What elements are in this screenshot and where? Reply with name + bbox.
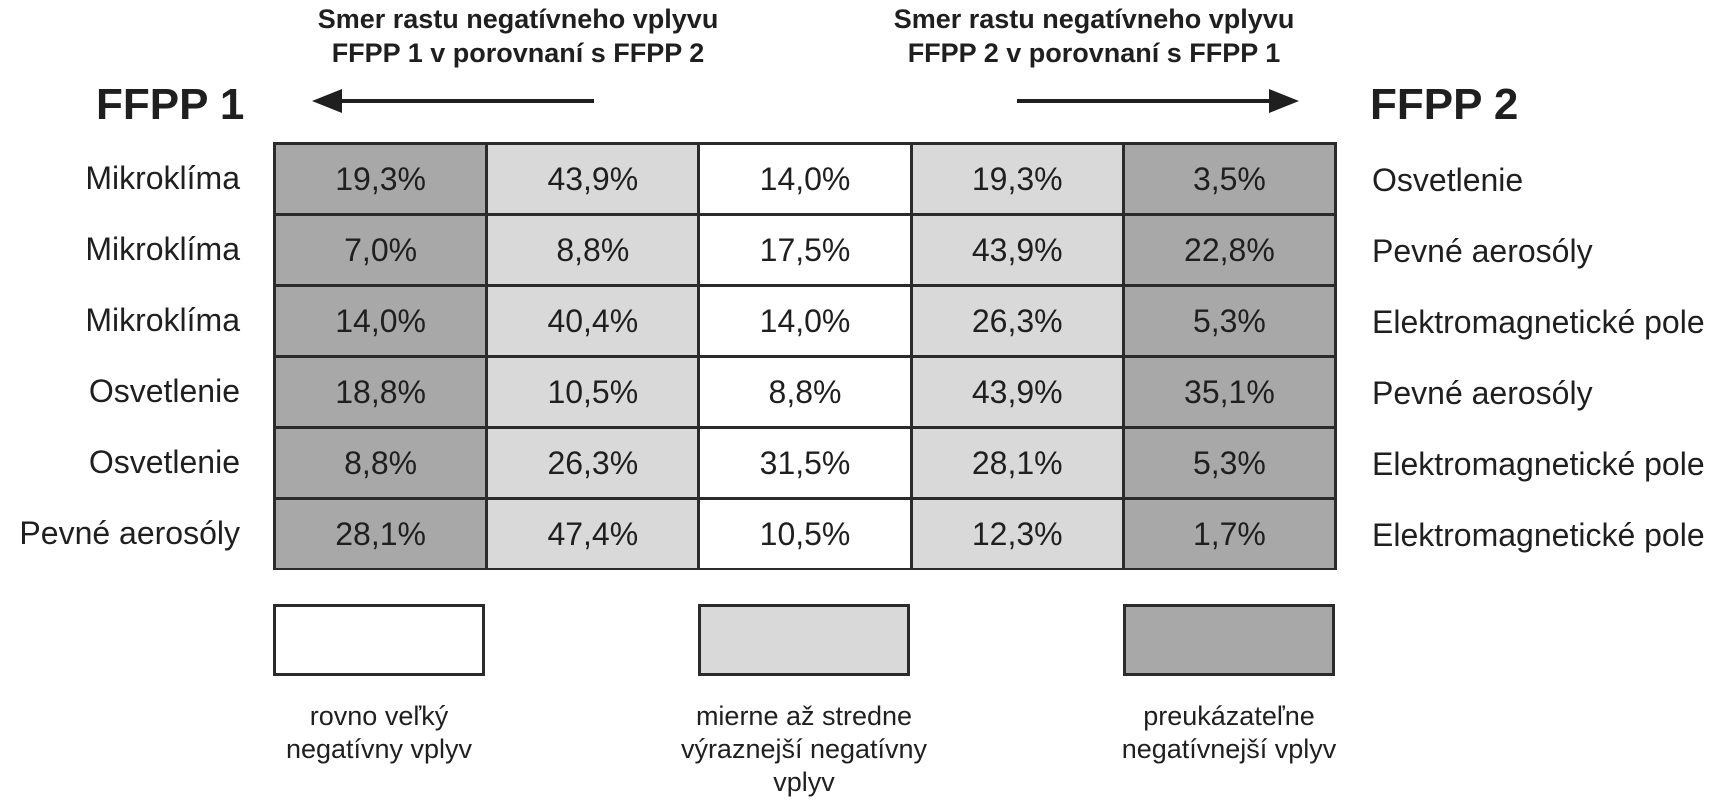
value-cell: 28,1% — [276, 500, 489, 568]
ffpp1-label: FFPP 1 — [96, 80, 245, 129]
legend-label-line: preukázateľne — [1143, 701, 1315, 731]
legend-label: preukázateľne negatívnejší vplyv — [1069, 700, 1389, 766]
value-cell: 14,0% — [276, 287, 489, 355]
row-label-left: Osvetlenie — [88, 373, 240, 409]
legend-label-line: negatívny vplyv — [285, 734, 473, 764]
value-cell: 43,9% — [912, 358, 1125, 426]
value-cell: 17,5% — [700, 216, 913, 284]
value-cell: 28,1% — [912, 429, 1125, 497]
row-label-right: Elektromagnetické pole — [1372, 517, 1705, 553]
right-direction-line-1: Smer rastu negatívneho vplyvu — [893, 4, 1295, 34]
right-arrow-icon — [1017, 89, 1299, 113]
value-cell: 26,3% — [912, 287, 1125, 355]
value-cell: 47,4% — [488, 500, 701, 568]
legend-swatch — [698, 604, 910, 676]
value-cell: 18,8% — [276, 358, 489, 426]
value-cell: 43,9% — [912, 216, 1125, 284]
value-cell: 3,5% — [1124, 145, 1335, 213]
right-direction-heading: Smer rastu negatívneho vplyvu FFPP 2 v p… — [854, 2, 1334, 70]
value-cell: 40,4% — [488, 287, 701, 355]
grid-row: 28,1% 47,4% 10,5% 12,3% 1,7% — [276, 500, 1335, 568]
value-cell: 5,3% — [1124, 429, 1335, 497]
value-cell: 14,0% — [700, 145, 913, 213]
value-cell: 19,3% — [276, 145, 489, 213]
ffpp2-label: FFPP 2 — [1370, 80, 1519, 129]
grid-row: 8,8% 26,3% 31,5% 28,1% 5,3% — [276, 429, 1335, 500]
legend-label: mierne až stredne výraznejší negatívny vpl… — [644, 700, 964, 799]
legend-label-line: rovno veľký — [309, 701, 449, 731]
legend-label-line: vplyv — [773, 767, 835, 797]
value-cell: 43,9% — [488, 145, 701, 213]
left-direction-heading: Smer rastu negatívneho vplyvu FFPP 1 v p… — [278, 2, 758, 70]
row-label-right: Pevné aerosóly — [1372, 375, 1593, 411]
value-cell: 8,8% — [700, 358, 913, 426]
left-direction-line-2: FFPP 1 v porovnaní s FFPP 2 — [331, 38, 705, 68]
row-label-left: Pevné aerosóly — [19, 515, 240, 551]
legend-label-line: negatívnejší vplyv — [1121, 734, 1337, 764]
value-cell: 1,7% — [1124, 500, 1335, 568]
legend-label-line: výraznejší negatívny — [680, 734, 928, 764]
row-label-right: Elektromagnetické pole — [1372, 446, 1705, 482]
row-label-right: Osvetlenie — [1372, 162, 1524, 198]
value-cell: 35,1% — [1124, 358, 1335, 426]
row-label-left: Osvetlenie — [88, 444, 240, 480]
row-label-left: Mikroklíma — [85, 302, 240, 338]
right-direction-line-2: FFPP 2 v porovnaní s FFPP 1 — [907, 38, 1281, 68]
grid-row: 7,0% 8,8% 17,5% 43,9% 22,8% — [276, 216, 1335, 287]
left-direction-line-1: Smer rastu negatívneho vplyvu — [317, 4, 719, 34]
value-cell: 10,5% — [488, 358, 701, 426]
left-arrow-icon — [312, 89, 594, 113]
grid-row: 18,8% 10,5% 8,8% 43,9% 35,1% — [276, 358, 1335, 429]
value-cell: 12,3% — [912, 500, 1125, 568]
legend-label-line: mierne až stredne — [695, 701, 913, 731]
legend-swatch — [1123, 604, 1335, 676]
value-cell: 14,0% — [700, 287, 913, 355]
legend-label: rovno veľký negatívny vplyv — [219, 700, 539, 766]
value-cell: 8,8% — [276, 429, 489, 497]
row-label-right: Pevné aerosóly — [1372, 233, 1593, 269]
value-cell: 26,3% — [488, 429, 701, 497]
grid-row: 19,3% 43,9% 14,0% 19,3% 3,5% — [276, 145, 1335, 216]
grid-row: 14,0% 40,4% 14,0% 26,3% 5,3% — [276, 287, 1335, 358]
value-cell: 31,5% — [700, 429, 913, 497]
value-cell: 5,3% — [1124, 287, 1335, 355]
value-cell: 8,8% — [488, 216, 701, 284]
value-cell: 19,3% — [912, 145, 1125, 213]
row-label-left: Mikroklíma — [85, 231, 240, 267]
value-cell: 7,0% — [276, 216, 489, 284]
row-label-right: Elektromagnetické pole — [1372, 304, 1705, 340]
value-cell: 22,8% — [1124, 216, 1335, 284]
legend-swatch — [273, 604, 485, 676]
value-cell: 10,5% — [700, 500, 913, 568]
comparison-grid: 19,3% 43,9% 14,0% 19,3% 3,5% 7,0% 8,8% 17,5% 43,… — [273, 142, 1337, 570]
row-label-left: Mikroklíma — [85, 160, 240, 196]
